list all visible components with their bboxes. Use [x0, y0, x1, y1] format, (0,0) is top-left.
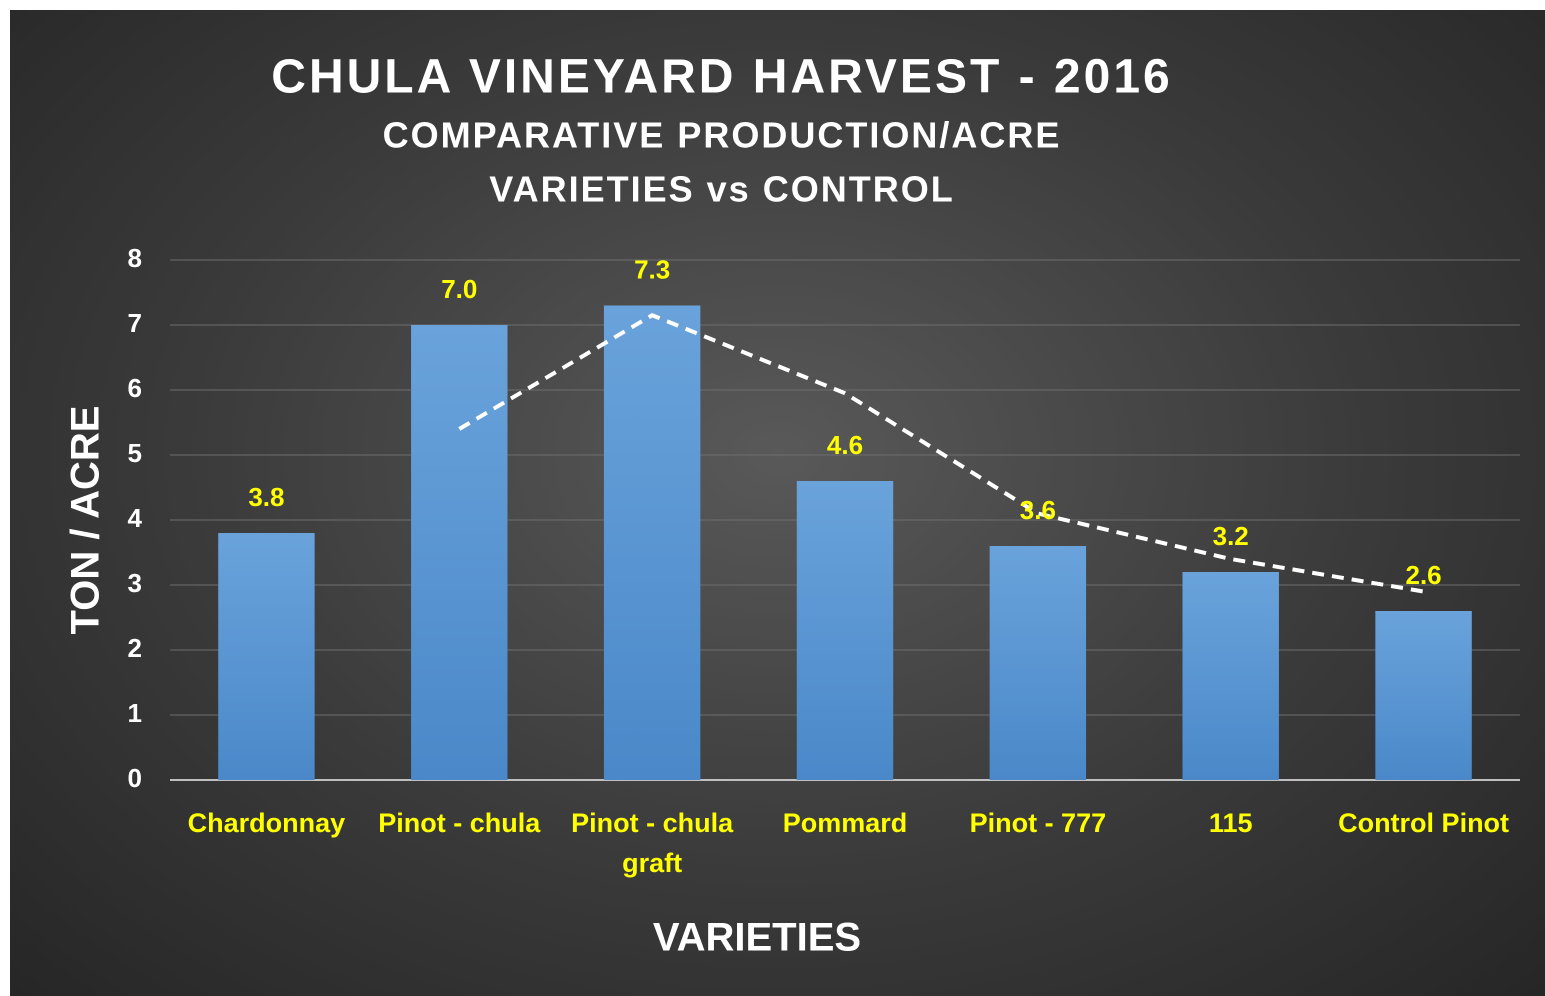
bar [796, 481, 894, 780]
y-tick-label: 8 [128, 243, 142, 273]
chart-subtitle: COMPARATIVE PRODUCTION/ACRE [383, 115, 1062, 156]
data-label: 7.3 [634, 254, 670, 284]
chart-title: CHULA VINEYARD HARVEST - 2016 [271, 51, 1172, 104]
x-tick-label: Pinot - chula [378, 808, 541, 838]
data-label: 3.8 [248, 482, 284, 512]
data-label: 2.6 [1405, 560, 1441, 590]
data-label: 3.2 [1213, 521, 1249, 551]
y-tick-label: 3 [128, 568, 142, 598]
y-tick-label: 2 [128, 633, 142, 663]
x-axis-title: VARIETIES [653, 916, 861, 960]
y-tick-label: 7 [128, 308, 142, 338]
data-label: 7.0 [441, 274, 477, 304]
y-tick-label: 1 [128, 698, 142, 728]
bar [218, 533, 315, 780]
x-tick-label: 115 [1208, 808, 1253, 838]
data-label: 4.6 [827, 430, 863, 460]
bar [989, 546, 1087, 780]
bar [1182, 572, 1279, 780]
y-tick-label: 0 [128, 763, 142, 793]
chart-background: CHULA VINEYARD HARVEST - 2016 COMPARATIV… [10, 10, 1545, 996]
x-tick-label: Pommard [782, 808, 908, 838]
x-tick-label: Pinot - 777 [969, 808, 1107, 838]
y-tick-label: 5 [128, 438, 142, 468]
chart-subtitle: VARIETIES vs CONTROL [489, 169, 954, 210]
x-tick-label: Pinot - chula graft [571, 808, 734, 878]
bar [603, 305, 701, 780]
bar [1375, 611, 1472, 780]
y-tick-label: 4 [128, 503, 143, 533]
trendline [458, 313, 1424, 594]
bar [411, 325, 508, 780]
y-axis-title: TON / ACRE [64, 406, 108, 635]
x-tick-label: Chardonnay [187, 808, 346, 838]
y-tick-label: 6 [128, 373, 142, 403]
data-label: 3.6 [1020, 495, 1056, 525]
x-tick-label: Control Pinot [1338, 808, 1510, 838]
chart: CHULA VINEYARD HARVEST - 2016 COMPARATIV… [64, 51, 1520, 960]
